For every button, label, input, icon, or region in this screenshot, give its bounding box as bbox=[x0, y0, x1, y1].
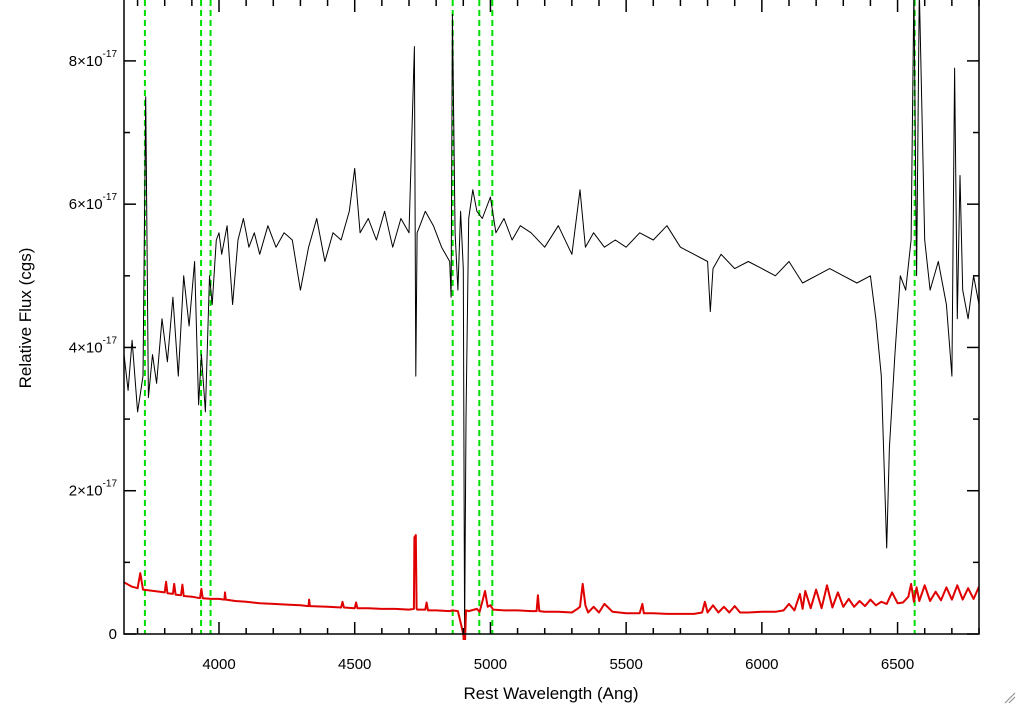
x-tick-label: 5000 bbox=[474, 656, 507, 673]
resize-grip-icon[interactable] bbox=[1004, 692, 1016, 704]
error-spectrum-line bbox=[124, 534, 979, 640]
y-tick-label: 8×10-17 bbox=[69, 49, 118, 70]
y-axis-ticks: 0 2×10-17 4×10-17 6×10-17 8×10-17 bbox=[69, 49, 979, 643]
x-tick-label: 5500 bbox=[609, 656, 642, 673]
x-tick-label: 6500 bbox=[881, 656, 914, 673]
y-axis-title: Relative Flux (cgs) bbox=[16, 248, 35, 389]
x-axis-ticks: 4000 4500 5000 5500 6000 6500 bbox=[136, 0, 980, 673]
y-tick-label: 0 bbox=[109, 626, 117, 643]
y-tick-label: 6×10-17 bbox=[69, 192, 118, 213]
x-tick-label: 4500 bbox=[338, 656, 371, 673]
plot-frame bbox=[123, 0, 980, 635]
plot-border bbox=[123, 0, 980, 635]
x-axis-title: Rest Wavelength (Ang) bbox=[463, 684, 638, 703]
x-tick-label: 4000 bbox=[202, 656, 235, 673]
y-tick-label: 4×10-17 bbox=[69, 335, 118, 356]
x-tick-label: 6000 bbox=[745, 656, 778, 673]
y-tick-label: 2×10-17 bbox=[69, 479, 118, 500]
